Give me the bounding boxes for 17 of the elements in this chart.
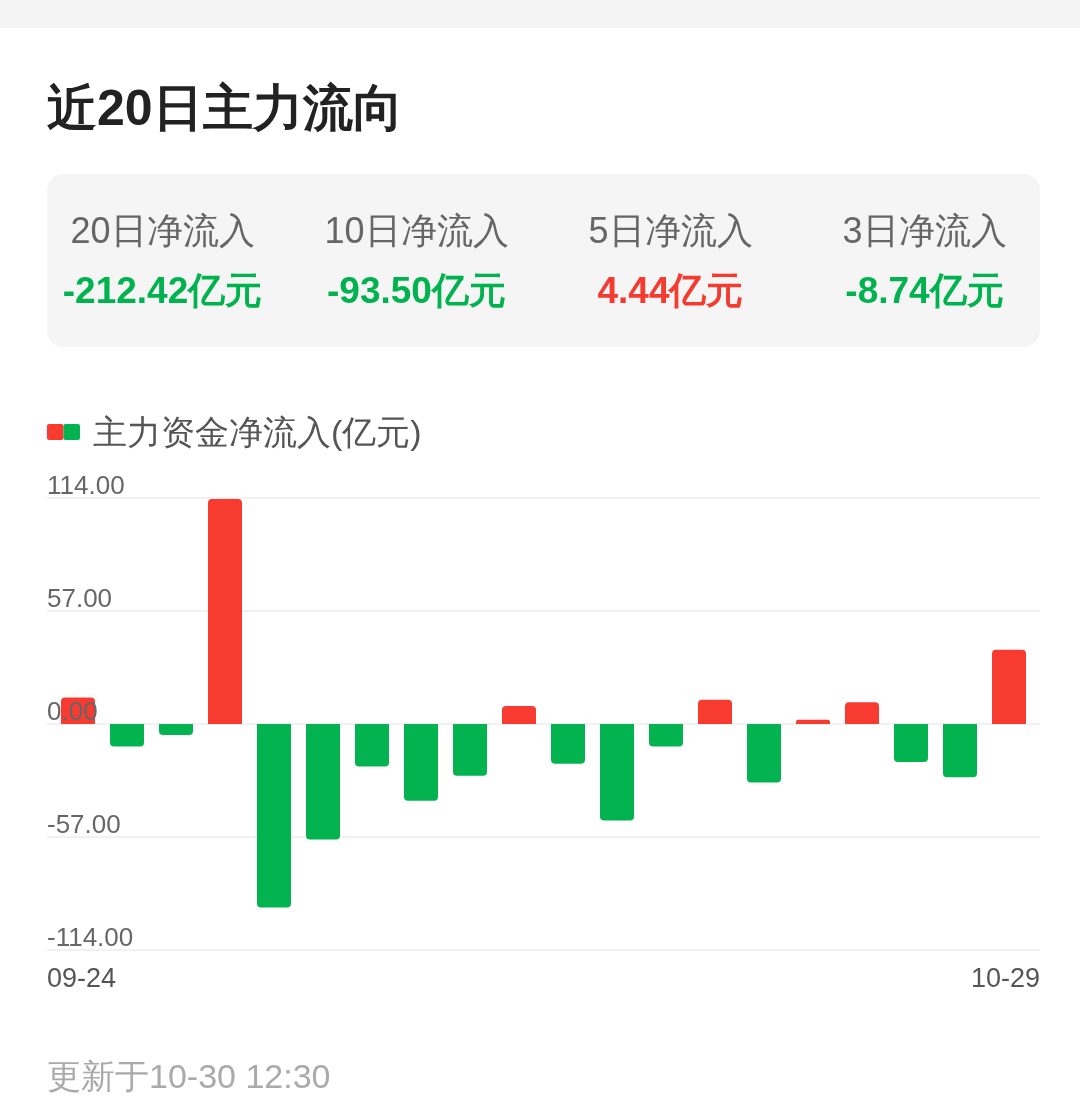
y-tick-label: 57.00	[47, 583, 113, 613]
x-tick-label: 10-29	[970, 963, 1040, 993]
data-label: 4.44亿元	[597, 270, 744, 311]
data-label: -8.74亿元	[845, 270, 1004, 311]
data-label: -212.42亿元	[62, 270, 263, 311]
category-label: 5日净流入	[588, 210, 753, 251]
category-label: 20日净流入	[70, 210, 255, 251]
text: 更新于10-30 12:30	[47, 1057, 331, 1095]
data-label: -93.50亿元	[327, 270, 506, 311]
legend: 主力资金净流入(亿元)	[47, 413, 422, 451]
y-tick-label: -114.00	[47, 922, 134, 952]
y-tick-label: -57.00	[47, 809, 121, 839]
y-tick-label: 114.00	[47, 470, 125, 500]
text: 近20日主力流向	[47, 80, 403, 136]
category-label: 3日净流入	[842, 210, 1007, 251]
category-label: 10日净流入	[324, 210, 509, 251]
x-tick-label: 09-24	[47, 963, 117, 993]
